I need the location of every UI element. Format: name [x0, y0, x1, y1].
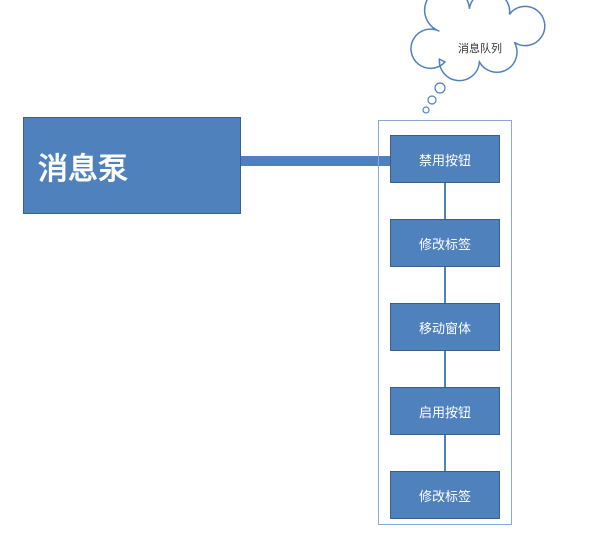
queue-item: 修改标签	[390, 471, 500, 519]
message-pump-label: 消息泵	[38, 144, 128, 188]
queue-item-label: 移动窗体	[419, 318, 471, 337]
cloud-bubble-icon	[428, 96, 436, 104]
queue-item-label: 禁用按钮	[419, 150, 471, 169]
queue-item: 启用按钮	[390, 387, 500, 435]
queue-item: 禁用按钮	[390, 135, 500, 183]
queue-item: 移动窗体	[390, 303, 500, 351]
queue-item-label: 修改标签	[419, 234, 471, 253]
queue-item: 修改标签	[390, 219, 500, 267]
queue-item-label: 启用按钮	[419, 402, 471, 421]
message-pump-box: 消息泵	[23, 117, 241, 214]
cloud-bubble-icon	[435, 83, 445, 93]
queue-item-label: 修改标签	[419, 486, 471, 505]
cloud-bubble-icon	[423, 107, 429, 113]
cloud-icon	[411, 0, 545, 81]
